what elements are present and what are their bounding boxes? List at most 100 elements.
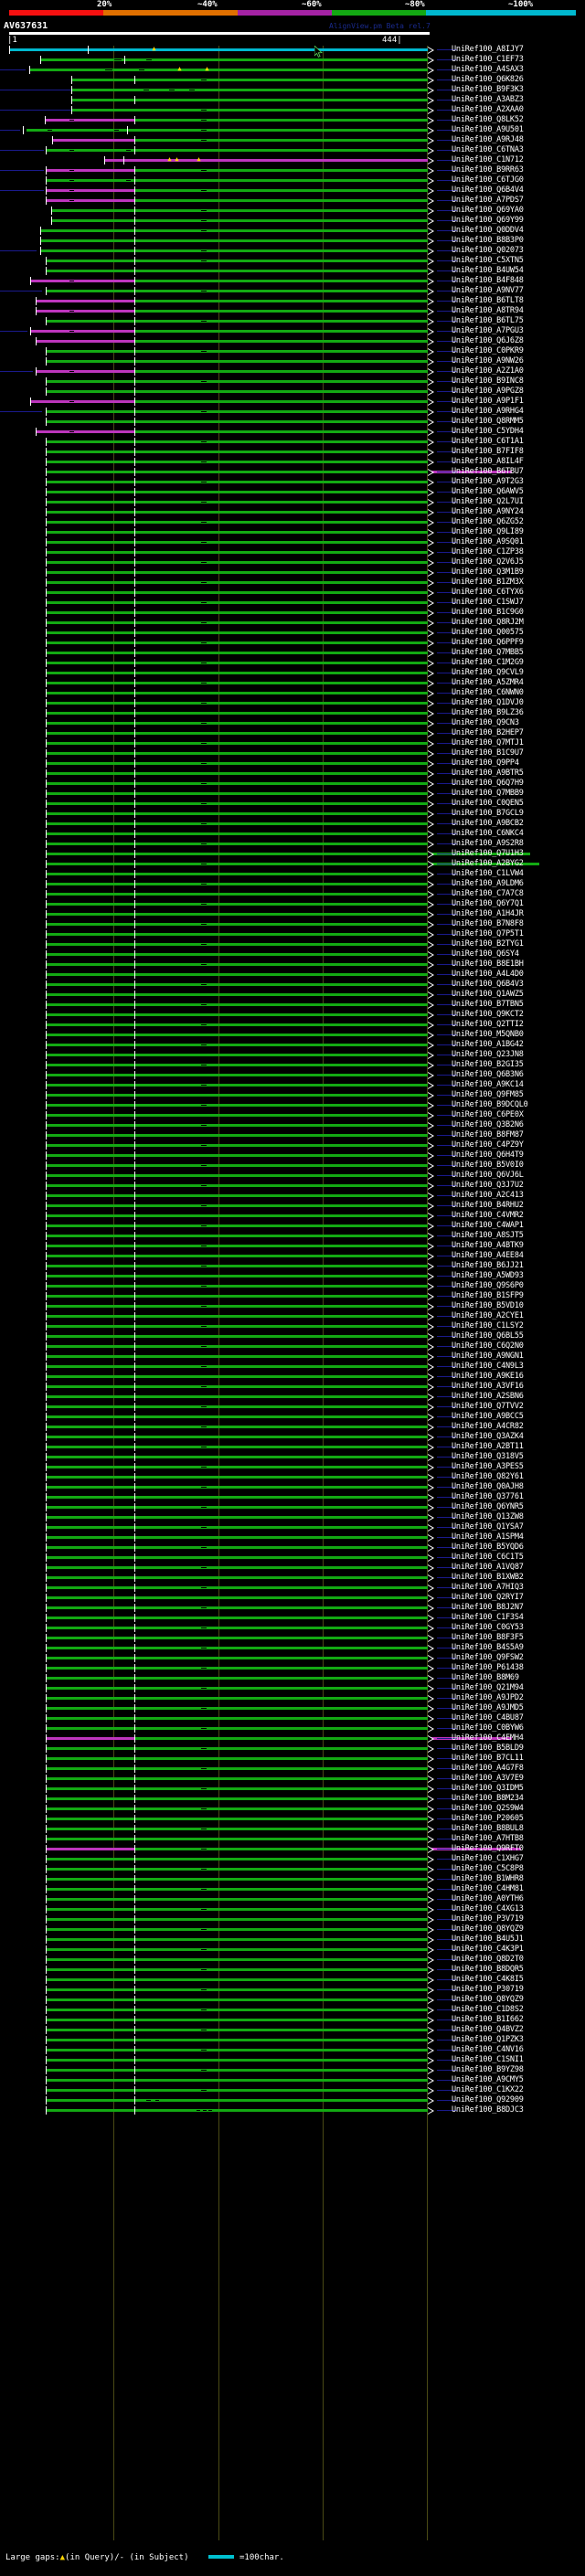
hit-accession-label[interactable]: UniRef100_C1N712 xyxy=(452,155,524,164)
hit-accession-label[interactable]: UniRef100_A3V7E9 xyxy=(452,1774,524,1783)
alignment-row[interactable]: UniRef100_A3ABZ3 xyxy=(0,95,585,106)
hit-accession-label[interactable]: UniRef100_B4F848 xyxy=(452,276,524,285)
alignment-row[interactable]: UniRef100_Q6K826 xyxy=(0,75,585,86)
alignment-row[interactable]: UniRef100_C7A7C8 xyxy=(0,889,585,900)
alignment-row[interactable]: ▲ ▲ ▲ UniRef100_C1N712 xyxy=(0,155,585,166)
hsp-segment-1[interactable] xyxy=(134,340,430,343)
hsp-segment-0[interactable] xyxy=(46,1335,430,1338)
alignment-row[interactable]: UniRef100_A9NY24 xyxy=(0,507,585,518)
hit-accession-label[interactable]: UniRef100_B7N8F8 xyxy=(452,919,524,928)
alignment-row[interactable]: UniRef100_Q7TVV2 xyxy=(0,1402,585,1413)
hsp-segment-0[interactable] xyxy=(46,2069,430,2072)
alignment-row[interactable]: UniRef100_C6TYX6 xyxy=(0,588,585,599)
hsp-segment-0[interactable] xyxy=(46,1868,430,1871)
hsp-segment-0[interactable] xyxy=(46,2109,430,2112)
hit-accession-label[interactable]: UniRef100_B1C9U7 xyxy=(452,748,524,758)
alignment-row[interactable]: UniRef100_Q8YQZ9 xyxy=(0,1924,585,1935)
alignment-row[interactable]: UniRef100_Q2TTI2 xyxy=(0,1020,585,1031)
alignment-row[interactable]: UniRef100_B1C9G0 xyxy=(0,608,585,619)
hit-accession-label[interactable]: UniRef100_B9YZ98 xyxy=(452,2065,524,2074)
hsp-segment-0[interactable] xyxy=(46,1757,430,1760)
hsp-segment-0[interactable] xyxy=(27,129,430,132)
alignment-row[interactable]: UniRef100_C1M2G9 xyxy=(0,658,585,669)
hit-accession-label[interactable]: UniRef100_Q13ZW8 xyxy=(452,1512,524,1521)
hsp-segment-1[interactable] xyxy=(134,139,430,142)
alignment-row[interactable]: UniRef100_A9T2G3 xyxy=(0,477,585,488)
hsp-segment-0[interactable] xyxy=(46,772,430,775)
hit-accession-label[interactable]: UniRef100_B9F3K3 xyxy=(452,85,524,94)
hit-accession-label[interactable]: UniRef100_Q6AWV5 xyxy=(452,487,524,496)
hsp-segment-0[interactable] xyxy=(46,1405,430,1408)
hsp-segment-0[interactable] xyxy=(46,1275,430,1277)
alignment-row[interactable]: UniRef100_C0BYW6 xyxy=(0,1723,585,1734)
alignment-row[interactable]: UniRef100_A1VQ87 xyxy=(0,1563,585,1574)
hit-accession-label[interactable]: UniRef100_B2HEP7 xyxy=(452,728,524,737)
alignment-row[interactable]: UniRef100_A2SBN6 xyxy=(0,1392,585,1403)
hit-accession-label[interactable]: UniRef100_B8B3P0 xyxy=(452,236,524,245)
hit-accession-label[interactable]: UniRef100_C4WAP1 xyxy=(452,1221,524,1230)
hsp-segment-0[interactable] xyxy=(46,1988,430,1991)
hsp-segment-0[interactable] xyxy=(46,551,430,554)
alignment-row[interactable]: UniRef100_A9S2R8 xyxy=(0,839,585,850)
alignment-row[interactable]: UniRef100_Q6YNR5 xyxy=(0,1502,585,1513)
hsp-segment-0[interactable] xyxy=(46,521,430,524)
hit-accession-label[interactable]: UniRef100_B7TBN5 xyxy=(452,1000,524,1009)
alignment-row[interactable]: UniRef100_B8DJC3 xyxy=(0,2105,585,2116)
alignment-row[interactable]: UniRef100_C1KX22 xyxy=(0,2085,585,2096)
hsp-segment-1[interactable] xyxy=(134,400,430,403)
hsp-segment-0[interactable] xyxy=(46,1556,430,1559)
hsp-segment-0[interactable] xyxy=(36,300,134,302)
alignment-row[interactable]: UniRef100_Q8D2T0 xyxy=(0,1955,585,1966)
hsp-segment-1[interactable] xyxy=(134,330,430,333)
hsp-segment-0[interactable] xyxy=(46,1044,430,1046)
alignment-row[interactable]: UniRef100_Q3AZK4 xyxy=(0,1432,585,1443)
alignment-row[interactable]: UniRef100_Q6VJ6L xyxy=(0,1171,585,1182)
hsp-segment-0[interactable] xyxy=(46,1687,430,1690)
hsp-segment-0[interactable] xyxy=(46,1958,430,1961)
hsp-segment-0[interactable] xyxy=(46,752,430,755)
hit-accession-label[interactable]: UniRef100_Q2L7UI xyxy=(452,497,524,506)
hit-accession-label[interactable]: UniRef100_A9JPD2 xyxy=(452,1693,524,1702)
hit-accession-label[interactable]: UniRef100_A9P1F1 xyxy=(452,397,524,406)
hsp-segment-0[interactable] xyxy=(46,1898,430,1901)
alignment-row[interactable]: UniRef100_B8BUL8 xyxy=(0,1824,585,1835)
hsp-segment-0[interactable] xyxy=(46,410,430,413)
alignment-row[interactable]: UniRef100_A3V7E9 xyxy=(0,1774,585,1785)
hsp-segment-0[interactable] xyxy=(46,1807,430,1810)
alignment-row[interactable]: UniRef100_Q6ZG52 xyxy=(0,517,585,528)
hsp-segment-0[interactable] xyxy=(46,953,430,956)
hsp-segment-0[interactable] xyxy=(46,1576,430,1579)
hit-accession-label[interactable]: UniRef100_A2C413 xyxy=(452,1191,524,1200)
hsp-segment-0[interactable] xyxy=(45,119,134,122)
hsp-segment-0[interactable] xyxy=(46,993,430,996)
alignment-row[interactable]: UniRef100_Q3J7U2 xyxy=(0,1181,585,1192)
alignment-row[interactable]: UniRef100_A1SPM4 xyxy=(0,1532,585,1543)
hsp-segment-0[interactable] xyxy=(46,1818,430,1820)
alignment-row[interactable]: UniRef100_Q0AJH8 xyxy=(0,1482,585,1493)
hsp-segment-0[interactable] xyxy=(46,1888,430,1891)
alignment-row[interactable]: UniRef100_C4XG13 xyxy=(0,1904,585,1915)
hsp-segment-0[interactable] xyxy=(46,451,430,453)
hit-accession-label[interactable]: UniRef100_Q3M1B9 xyxy=(452,567,524,577)
hsp-segment-0[interactable] xyxy=(46,1908,430,1911)
alignment-row[interactable]: UniRef100_Q1PZK3 xyxy=(0,2035,585,2046)
alignment-row[interactable]: UniRef100_Q6BL55 xyxy=(0,1331,585,1342)
alignment-row[interactable]: UniRef100_Q6B4V3 xyxy=(0,980,585,991)
alignment-row[interactable]: UniRef100_Q6H4T9 xyxy=(0,1150,585,1161)
alignment-row[interactable]: UniRef100_Q6Y7Q1 xyxy=(0,899,585,910)
hsp-segment-0[interactable] xyxy=(46,682,430,684)
alignment-row[interactable]: UniRef100_A5WD93 xyxy=(0,1271,585,1282)
hsp-segment-0[interactable] xyxy=(46,1245,430,1247)
hsp-segment-0[interactable] xyxy=(46,1114,430,1117)
alignment-row[interactable]: UniRef100_C4VMR2 xyxy=(0,1211,585,1222)
hsp-segment-0[interactable] xyxy=(46,1255,430,1257)
hit-accession-label[interactable]: UniRef100_Q9KCT2 xyxy=(452,1010,524,1019)
alignment-row[interactable]: UniRef100_B4S5A9 xyxy=(0,1643,585,1654)
alignment-row[interactable]: UniRef100_A1H4JR xyxy=(0,909,585,920)
hit-accession-label[interactable]: UniRef100_P30719 xyxy=(452,1985,524,1994)
hsp-segment-0[interactable] xyxy=(46,1797,430,1800)
hsp-segment-0[interactable] xyxy=(52,139,134,142)
hit-accession-label[interactable]: UniRef100_A1SPM4 xyxy=(452,1532,524,1542)
hsp-segment-0[interactable] xyxy=(46,963,430,966)
alignment-row[interactable]: UniRef100_A4L4D0 xyxy=(0,970,585,981)
